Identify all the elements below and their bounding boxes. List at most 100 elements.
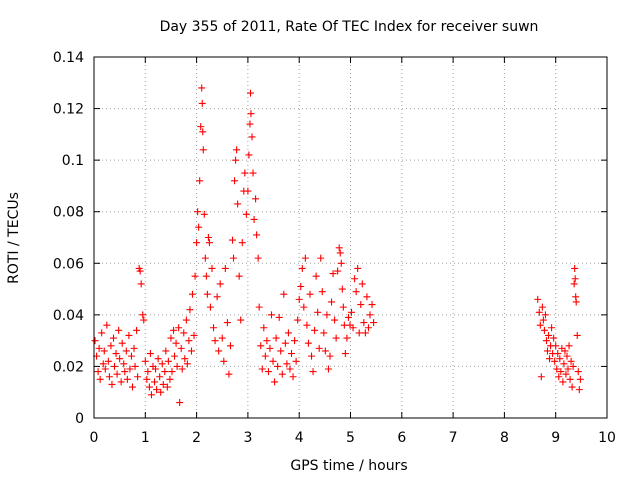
data-point (563, 352, 571, 360)
y-tick-label: 0.14 (53, 50, 84, 66)
data-point (183, 360, 191, 368)
data-point (241, 169, 249, 177)
data-point (136, 267, 144, 275)
data-point (252, 195, 260, 203)
x-tick-label: 7 (449, 430, 458, 446)
data-point (571, 275, 579, 283)
data-point (118, 339, 126, 347)
axis-ticks (93, 56, 608, 419)
data-point (113, 370, 121, 378)
data-point (128, 383, 136, 391)
data-point (100, 347, 108, 355)
data-point (253, 231, 261, 239)
data-point (162, 347, 170, 355)
x-tick-label: 2 (192, 430, 201, 446)
data-point (348, 308, 356, 316)
y-tick-label: 0.02 (53, 359, 84, 375)
data-point (294, 316, 302, 324)
x-tick-label: 9 (551, 430, 560, 446)
data-point (115, 326, 123, 334)
data-point (208, 264, 216, 272)
data-point (210, 324, 218, 332)
data-point (126, 365, 134, 373)
data-point (181, 355, 189, 363)
data-point (314, 308, 322, 316)
data-point (108, 380, 116, 388)
data-point (543, 347, 551, 355)
data-point (245, 151, 253, 159)
data-point (244, 187, 252, 195)
data-point (188, 290, 196, 298)
data-point (194, 208, 202, 216)
data-point (323, 311, 331, 319)
data-point (339, 303, 347, 311)
data-point (112, 350, 120, 358)
data-point (569, 362, 577, 370)
x-tick-label: 3 (243, 430, 252, 446)
data-point (151, 378, 159, 386)
data-point (540, 326, 548, 334)
data-point (238, 239, 246, 247)
data-point (175, 324, 183, 332)
data-point (363, 293, 371, 301)
data-point (552, 342, 560, 350)
data-point (344, 313, 352, 321)
data-point (311, 326, 319, 334)
data-point (242, 210, 250, 218)
data-point (91, 337, 99, 345)
data-point (250, 215, 258, 223)
data-point (220, 357, 228, 365)
data-point (553, 365, 561, 373)
data-point (152, 365, 160, 373)
data-point (567, 357, 575, 365)
data-point (271, 378, 279, 386)
data-point (574, 368, 582, 376)
data-point (565, 342, 573, 350)
data-point (576, 375, 584, 383)
data-point (349, 324, 357, 332)
x-tick-label: 0 (90, 430, 99, 446)
data-point (352, 288, 360, 296)
data-point (249, 169, 257, 177)
data-point (328, 298, 336, 306)
data-point (343, 334, 351, 342)
data-point (140, 316, 148, 324)
data-point (234, 200, 242, 208)
data-point (215, 347, 223, 355)
data-point (291, 337, 299, 345)
data-point (334, 267, 342, 275)
data-point (170, 326, 178, 334)
data-point (538, 303, 546, 311)
data-point (264, 368, 272, 376)
data-point (315, 344, 323, 352)
x-tick-label: 4 (295, 430, 304, 446)
data-point (134, 373, 142, 381)
data-point (329, 270, 337, 278)
data-point (117, 378, 125, 386)
data-point (178, 365, 186, 373)
data-point (105, 373, 113, 381)
data-point (275, 313, 283, 321)
data-point (187, 347, 195, 355)
data-point (539, 316, 547, 324)
y-axis-title: ROTI / TECUs (6, 192, 22, 284)
data-point (554, 350, 562, 358)
data-point (575, 386, 583, 394)
data-point (145, 383, 153, 391)
data-point (231, 177, 239, 185)
data-point (306, 290, 314, 298)
data-point (204, 234, 212, 241)
data-point (182, 316, 190, 324)
data-point (312, 272, 320, 280)
data-point (357, 301, 365, 309)
data-point (205, 239, 213, 247)
data-point (332, 334, 340, 342)
data-point (280, 290, 288, 298)
data-point (161, 368, 169, 376)
data-point (361, 329, 369, 337)
x-tick-label: 6 (397, 430, 406, 446)
data-point (211, 337, 219, 345)
data-point (104, 357, 112, 365)
data-point (168, 368, 176, 376)
